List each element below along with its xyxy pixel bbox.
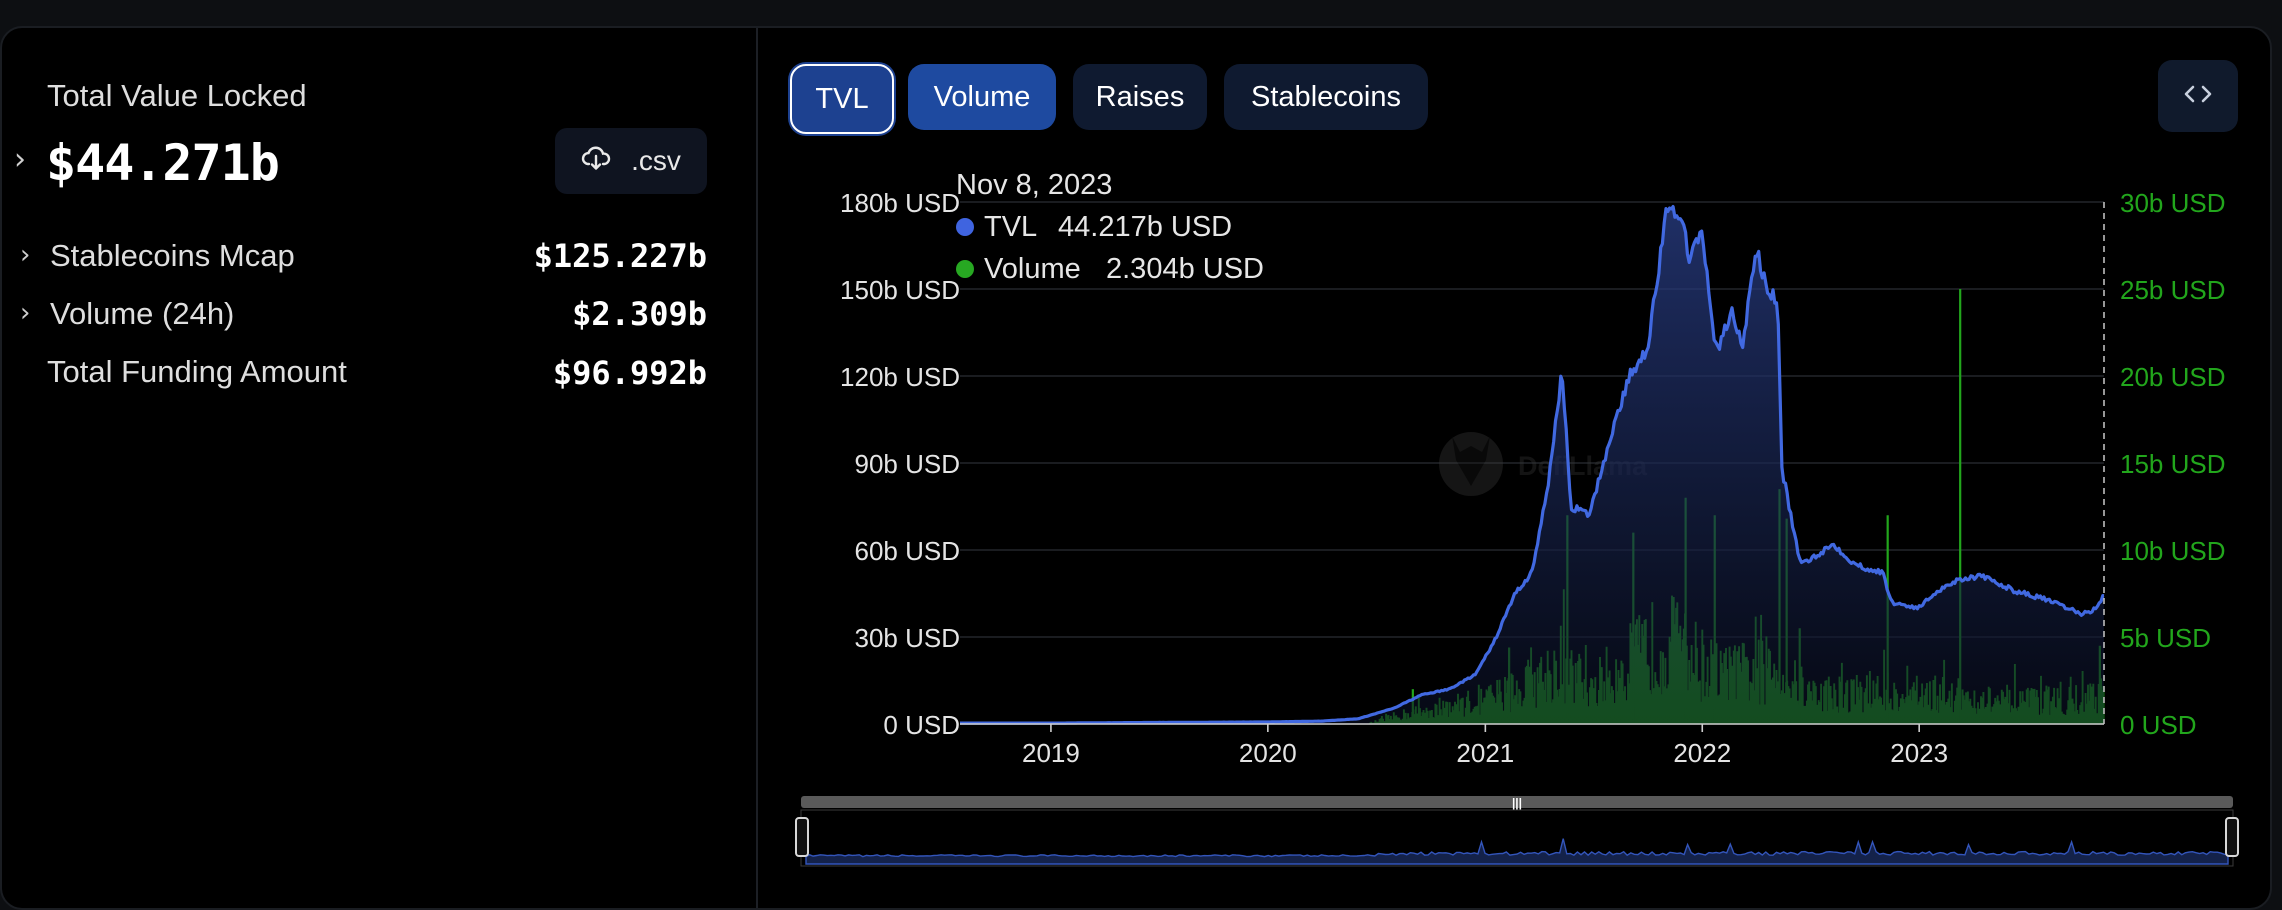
- chevron-right-icon[interactable]: ›: [20, 298, 31, 328]
- chevron-right-icon[interactable]: ›: [20, 240, 31, 270]
- dashboard-card: Total Value Locked › $44.271b .csv › Sta…: [0, 26, 2272, 910]
- tab-raises[interactable]: Raises: [1073, 64, 1207, 130]
- stat-label-volume[interactable]: Volume (24h): [50, 296, 235, 331]
- stat-label-stablecoins[interactable]: Stablecoins Mcap: [50, 238, 295, 273]
- tab-stablecoins[interactable]: Stablecoins: [1224, 64, 1428, 130]
- chevron-right-icon[interactable]: ›: [14, 142, 26, 177]
- stat-value-funding: $96.992b: [552, 354, 707, 392]
- tvl-label: Total Value Locked: [47, 78, 307, 113]
- tab-volume[interactable]: Volume: [908, 64, 1056, 130]
- code-brackets-icon: [2181, 81, 2215, 112]
- stat-value-stablecoins: $125.227b: [533, 237, 707, 275]
- tvl-value: $44.271b: [46, 134, 280, 192]
- tab-tvl[interactable]: TVL: [790, 64, 894, 134]
- stat-value-volume: $2.309b: [572, 295, 707, 333]
- cloud-download-icon: [581, 145, 611, 178]
- csv-download-button[interactable]: .csv: [555, 128, 707, 194]
- stat-label-funding: Total Funding Amount: [47, 354, 347, 389]
- summary-panel: Total Value Locked › $44.271b .csv › Sta…: [2, 28, 758, 908]
- csv-label: .csv: [631, 145, 681, 176]
- embed-button[interactable]: [2158, 60, 2238, 132]
